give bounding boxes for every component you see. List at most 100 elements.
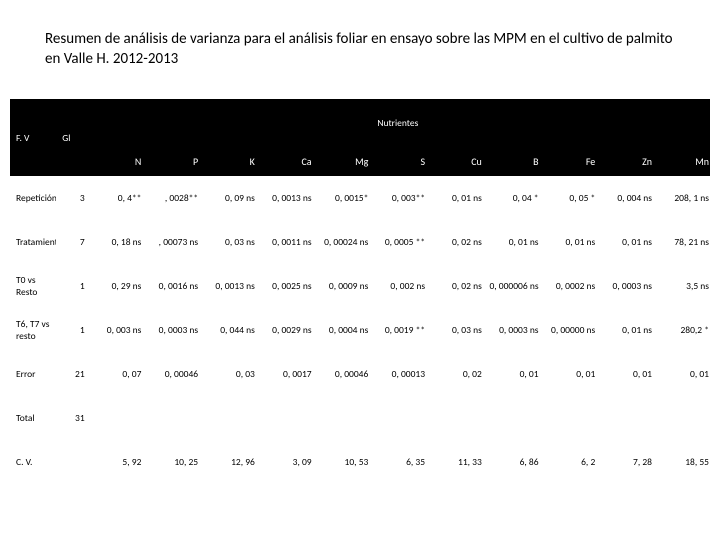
data-cell: 0, 01 [483, 352, 540, 396]
data-cell: 0, 01 ns [483, 220, 540, 264]
row-label: Repetición [10, 176, 56, 220]
row-label: T6, T7 vs resto [10, 308, 56, 352]
data-cell: 0, 03 ns [199, 220, 256, 264]
data-cell: 0, 09 ns [199, 176, 256, 220]
data-cell: 0, 01 [596, 352, 653, 396]
col-mn: Mn [653, 147, 710, 176]
data-cell: 0, 00046 [313, 352, 370, 396]
data-cell [596, 396, 653, 440]
row-label: Tratamiento [10, 220, 56, 264]
data-cell: 0, 00000 ns [540, 308, 597, 352]
data-cell [426, 396, 483, 440]
data-cell: 0, 00024 ns [313, 220, 370, 264]
data-cell: 3,5 ns [653, 264, 710, 308]
data-cell: 0, 0009 ns [313, 264, 370, 308]
data-cell: 6, 35 [369, 440, 426, 484]
data-cell: 3, 09 [256, 440, 313, 484]
data-cell: 280,2 * [653, 308, 710, 352]
data-cell: 0, 01 ns [596, 308, 653, 352]
data-cell: 7, 28 [596, 440, 653, 484]
data-cell [86, 396, 143, 440]
col-cu: Cu [426, 147, 483, 176]
data-cell: 12, 96 [199, 440, 256, 484]
data-cell: 0, 0016 ns [142, 264, 199, 308]
col-n: N [86, 147, 143, 176]
data-cell: 0, 01 [540, 352, 597, 396]
data-cell [142, 396, 199, 440]
data-cell: 0, 003 ns [86, 308, 143, 352]
data-cell: 10, 53 [313, 440, 370, 484]
data-cell: 0, 0019 ** [369, 308, 426, 352]
gl-cell: 3 [56, 176, 85, 220]
data-cell: 0, 0017 [256, 352, 313, 396]
data-cell: 10, 25 [142, 440, 199, 484]
data-cell: 0, 0004 ns [313, 308, 370, 352]
data-cell: 0, 0025 ns [256, 264, 313, 308]
col-gl: Gl [56, 99, 85, 176]
data-cell: 0, 02 ns [426, 220, 483, 264]
row-label: Total [10, 396, 56, 440]
data-cell: 0, 4** [86, 176, 143, 220]
data-cell [313, 396, 370, 440]
table-row: Tratamiento70, 18 ns, 00073 ns0, 03 ns0,… [10, 220, 710, 264]
data-cell: , 0028** [142, 176, 199, 220]
col-fv: F. V [10, 99, 56, 176]
data-cell: 0, 0005 ** [369, 220, 426, 264]
data-cell: 0, 0003 ns [483, 308, 540, 352]
data-cell: 18, 55 [653, 440, 710, 484]
data-cell: 0, 04 * [483, 176, 540, 220]
data-cell: 0, 0003 ns [142, 308, 199, 352]
data-cell: 0, 07 [86, 352, 143, 396]
table-row: Repetición30, 4**, 0028**0, 09 ns0, 0013… [10, 176, 710, 220]
data-cell: 0, 01 ns [540, 220, 597, 264]
row-label: Error [10, 352, 56, 396]
data-cell [483, 396, 540, 440]
table-row: T6, T7 vs resto10, 003 ns0, 0003 ns0, 04… [10, 308, 710, 352]
table-row: C. V. 5, 9210, 2512, 963, 0910, 536, 3511… [10, 440, 710, 484]
col-zn: Zn [596, 147, 653, 176]
data-cell: 0, 01 ns [426, 176, 483, 220]
data-cell: 6, 86 [483, 440, 540, 484]
data-cell: 0, 18 ns [86, 220, 143, 264]
col-k: K [199, 147, 256, 176]
gl-cell: 1 [56, 264, 85, 308]
table-row: Error210, 070, 000460, 030, 00170, 00046… [10, 352, 710, 396]
gl-cell: 31 [56, 396, 85, 440]
data-cell: 0, 0013 ns [199, 264, 256, 308]
data-cell [199, 396, 256, 440]
data-cell: 0, 00013 [369, 352, 426, 396]
row-label: C. V. [10, 440, 56, 484]
anova-table: F. V Gl Nutrientes N P K Ca Mg S Cu B Fe… [10, 99, 710, 484]
data-cell: 11, 33 [426, 440, 483, 484]
data-cell: 0, 05 * [540, 176, 597, 220]
data-cell [540, 396, 597, 440]
data-cell: 0, 003** [369, 176, 426, 220]
data-cell: 0, 01 [653, 352, 710, 396]
data-cell: 78, 21 ns [653, 220, 710, 264]
data-cell: 6, 2 [540, 440, 597, 484]
row-label: T0 vs Resto [10, 264, 56, 308]
data-cell [256, 396, 313, 440]
data-cell: 5, 92 [86, 440, 143, 484]
data-cell: 0, 044 ns [199, 308, 256, 352]
col-b: B [483, 147, 540, 176]
gl-cell: 7 [56, 220, 85, 264]
data-cell: 0, 02 [426, 352, 483, 396]
data-cell: , 00073 ns [142, 220, 199, 264]
page-title: Resumen de análisis de varianza para el … [45, 30, 690, 69]
data-cell: 0, 0011 ns [256, 220, 313, 264]
data-cell: 208, 1 ns [653, 176, 710, 220]
data-cell: 0, 02 ns [426, 264, 483, 308]
data-cell: 0, 00046 [142, 352, 199, 396]
col-fe: Fe [540, 147, 597, 176]
data-cell: 0, 03 ns [426, 308, 483, 352]
data-cell: 0, 03 [199, 352, 256, 396]
data-cell: 0, 000006 ns [483, 264, 540, 308]
data-cell: 0, 004 ns [596, 176, 653, 220]
col-mg: Mg [313, 147, 370, 176]
gl-cell [56, 440, 85, 484]
col-s: S [369, 147, 426, 176]
data-cell: 0, 0003 ns [596, 264, 653, 308]
data-cell: 0, 0029 ns [256, 308, 313, 352]
table-row: T0 vs Resto10, 29 ns0, 0016 ns0, 0013 ns… [10, 264, 710, 308]
